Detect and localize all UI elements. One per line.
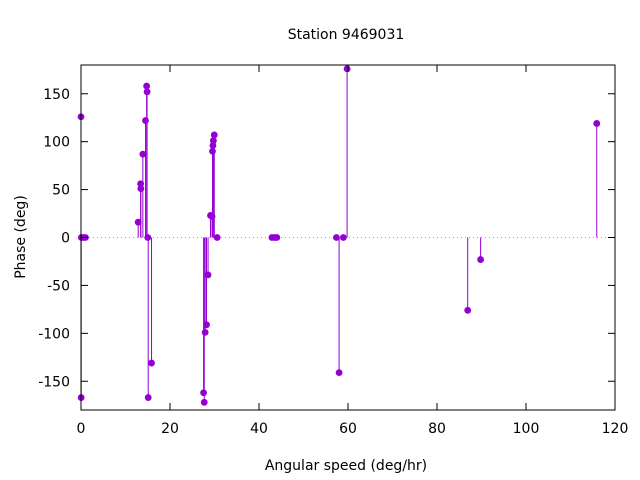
x-axis-label: Angular speed (deg/hr) [265,458,427,474]
data-point [204,271,212,279]
data-point [335,369,343,377]
data-point [203,321,210,329]
data-point [210,131,218,139]
data-point [144,394,152,401]
data-point [139,150,147,158]
data-point [213,234,221,241]
y-tick-label: 150 [43,87,70,103]
data-point [477,256,485,263]
data-point [209,147,216,155]
x-tick-label: 20 [161,421,179,437]
x-tick-label: 0 [77,421,86,437]
data-point [273,234,281,241]
y-tick-label: 100 [43,135,70,151]
data-point [137,185,145,193]
y-tick-label: -50 [47,278,70,294]
axis-ticks: 0 20 40 60 80 100 120 -150 -100 -50 0 50 100 150 [38,65,628,437]
x-tick-label: 100 [513,421,540,437]
data-point [200,398,208,406]
impulse-series [80,68,598,403]
point-series [77,65,601,406]
data-point [134,218,142,226]
x-tick-label: 60 [339,421,357,437]
data-point [208,213,216,220]
x-tick-label: 40 [250,421,268,437]
data-point [200,389,207,397]
data-point [209,137,217,145]
x-tick-label: 120 [602,421,629,437]
data-point [142,117,149,124]
y-tick-label: -100 [38,326,70,342]
y-tick-label: 50 [52,183,70,199]
data-point [593,120,601,127]
data-point [333,234,340,241]
y-tick-label: -150 [38,374,70,390]
chart-title: Station 9469031 [288,27,405,43]
data-point [343,65,351,73]
y-axis-label: Phase (deg) [13,195,29,279]
x-tick-label: 80 [428,421,446,437]
data-point [143,82,151,90]
y-tick-label: 0 [61,231,70,247]
data-point [339,234,347,241]
data-point [144,234,152,241]
plot-frame [80,64,616,411]
data-point [201,328,209,336]
data-point [137,180,145,188]
data-point [143,88,151,96]
data-point [464,306,472,314]
data-point [148,359,155,367]
